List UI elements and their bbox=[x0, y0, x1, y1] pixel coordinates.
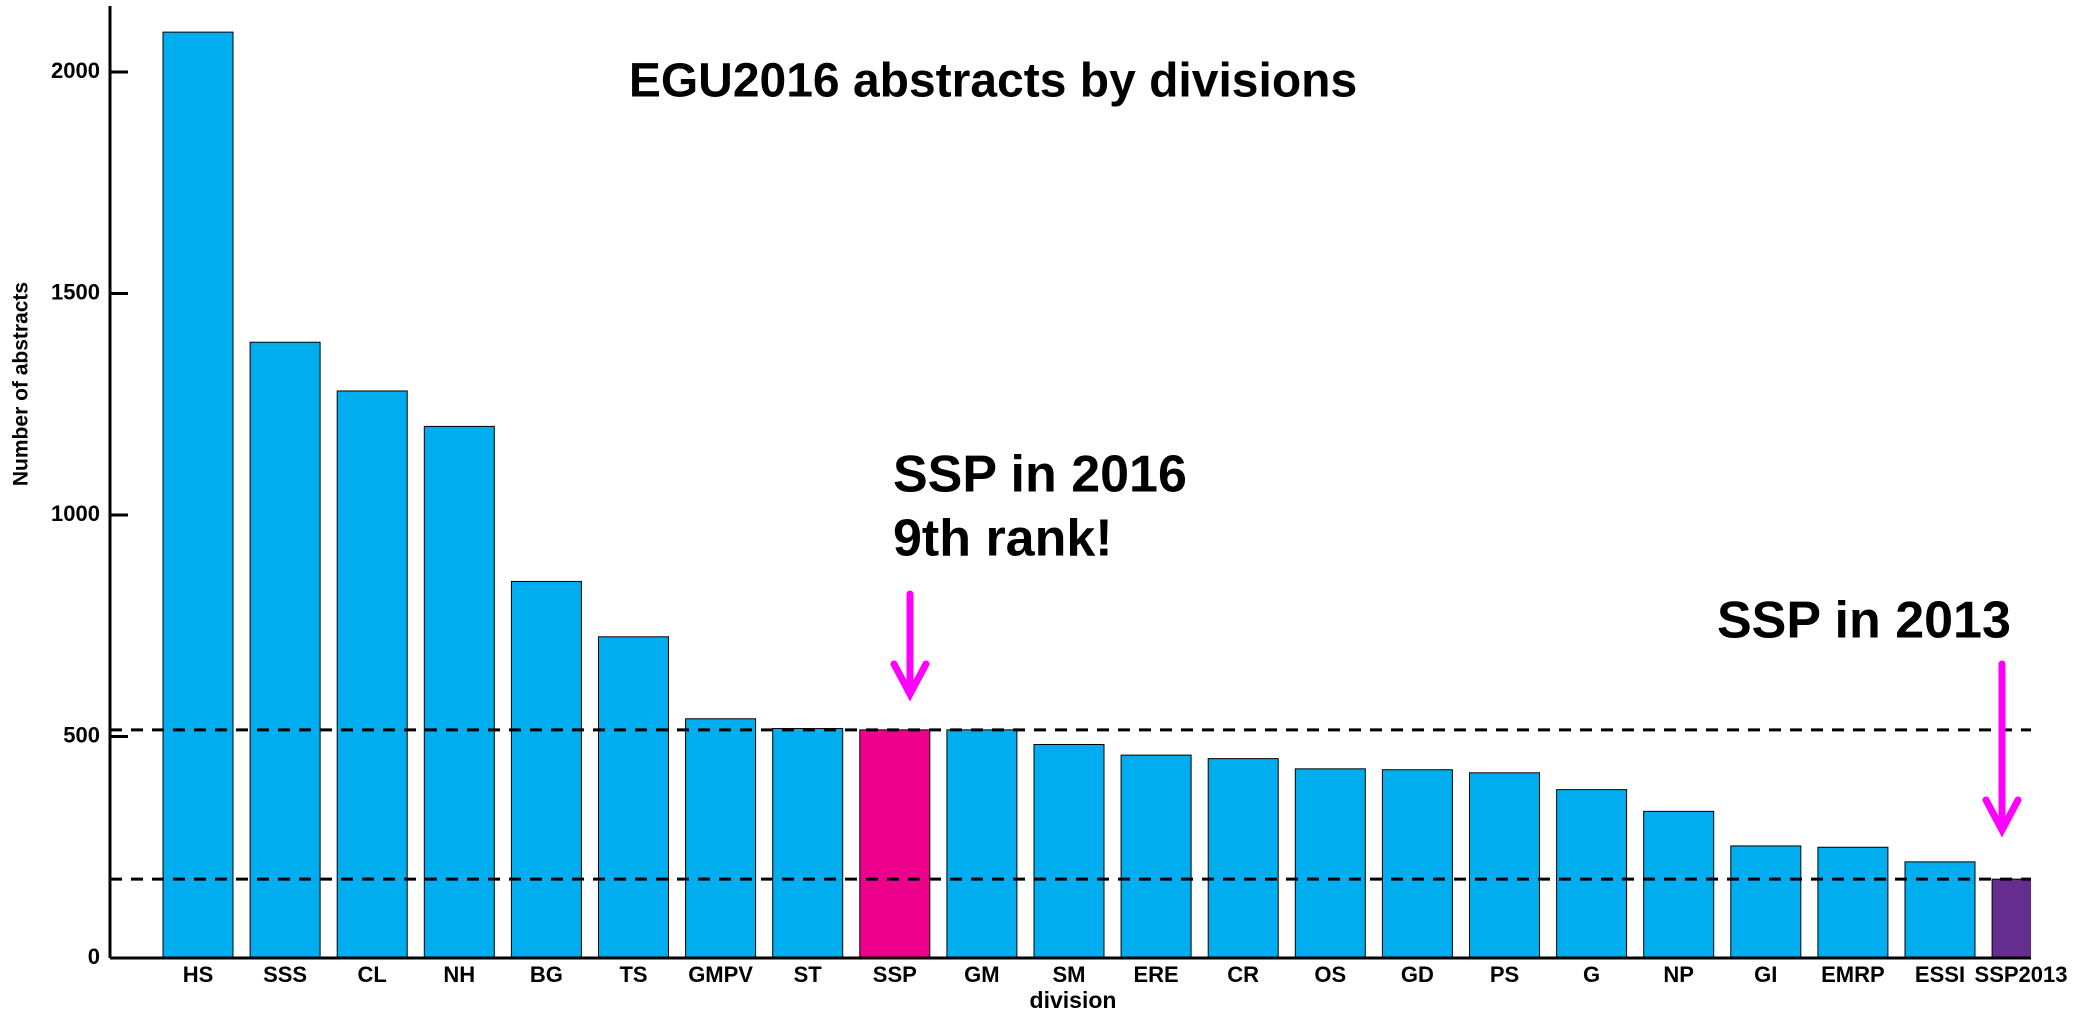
bar bbox=[1991, 878, 2031, 959]
x-tick-label: TS bbox=[619, 962, 647, 987]
bar bbox=[1904, 861, 1976, 959]
x-tick-label: EMRP bbox=[1821, 962, 1885, 987]
bar bbox=[859, 729, 931, 959]
bar bbox=[249, 341, 321, 959]
y-tick-label: 1000 bbox=[51, 501, 100, 526]
annotation: SSP in 2013 bbox=[1717, 592, 2011, 650]
bar bbox=[772, 728, 844, 959]
x-tick-label: ST bbox=[794, 962, 823, 987]
bar bbox=[1643, 810, 1715, 959]
x-tick-label: GI bbox=[1754, 962, 1777, 987]
chart-title: EGU2016 abstracts by divisions bbox=[629, 55, 1357, 108]
y-axis-label: Number of abstracts bbox=[10, 282, 33, 486]
bar bbox=[598, 636, 669, 959]
bars bbox=[162, 31, 2031, 959]
annotation: 9th rank! bbox=[893, 510, 1113, 568]
bar bbox=[1294, 768, 1366, 959]
y-tick-label: 500 bbox=[63, 722, 100, 747]
bar bbox=[1207, 758, 1279, 959]
bar bbox=[1556, 789, 1628, 959]
x-tick-label: CR bbox=[1227, 962, 1259, 987]
x-tick-label: NH bbox=[443, 962, 475, 987]
y-tick-label: 2000 bbox=[51, 58, 100, 83]
x-tick-label: GD bbox=[1401, 962, 1434, 987]
x-axis-label: division bbox=[1030, 987, 1117, 1013]
bar bbox=[1381, 769, 1453, 959]
x-tick-label: HS bbox=[183, 962, 214, 987]
bar bbox=[1730, 845, 1802, 959]
arrow-head bbox=[890, 660, 930, 702]
y-tick-label: 0 bbox=[88, 944, 100, 969]
x-tick-label: G bbox=[1583, 962, 1600, 987]
x-tick-label: ERE bbox=[1133, 962, 1178, 987]
x-tick-label: PS bbox=[1490, 962, 1519, 987]
x-tick-label: CL bbox=[358, 962, 387, 987]
x-tick-label: GM bbox=[964, 962, 999, 987]
bar bbox=[423, 425, 495, 959]
overlay bbox=[108, 6, 2031, 960]
bar bbox=[1469, 772, 1540, 959]
bar bbox=[685, 718, 757, 959]
x-tick-label: SSS bbox=[263, 962, 307, 987]
x-tick-label: ESSI bbox=[1915, 962, 1965, 987]
bar bbox=[162, 31, 234, 959]
annotation: SSP in 2016 bbox=[893, 446, 1187, 504]
bar bbox=[1033, 743, 1105, 959]
x-tick-label: GMPV bbox=[688, 962, 753, 987]
x-tick-label: NP bbox=[1663, 962, 1694, 987]
x-tick-label: SM bbox=[1053, 962, 1086, 987]
x-tick-label: SSP2013 bbox=[1975, 962, 2068, 987]
arrows bbox=[890, 590, 2022, 838]
x-tick-label: OS bbox=[1314, 962, 1346, 987]
bar bbox=[336, 390, 408, 959]
x-tick-label: BG bbox=[530, 962, 563, 987]
y-tick-label: 1500 bbox=[51, 279, 100, 304]
bar bbox=[1120, 754, 1192, 959]
x-tick-label: SSP bbox=[873, 962, 917, 987]
bar bbox=[946, 729, 1018, 959]
arrow-head bbox=[1982, 796, 2022, 838]
bar bbox=[1817, 846, 1889, 959]
bar bbox=[510, 580, 582, 959]
